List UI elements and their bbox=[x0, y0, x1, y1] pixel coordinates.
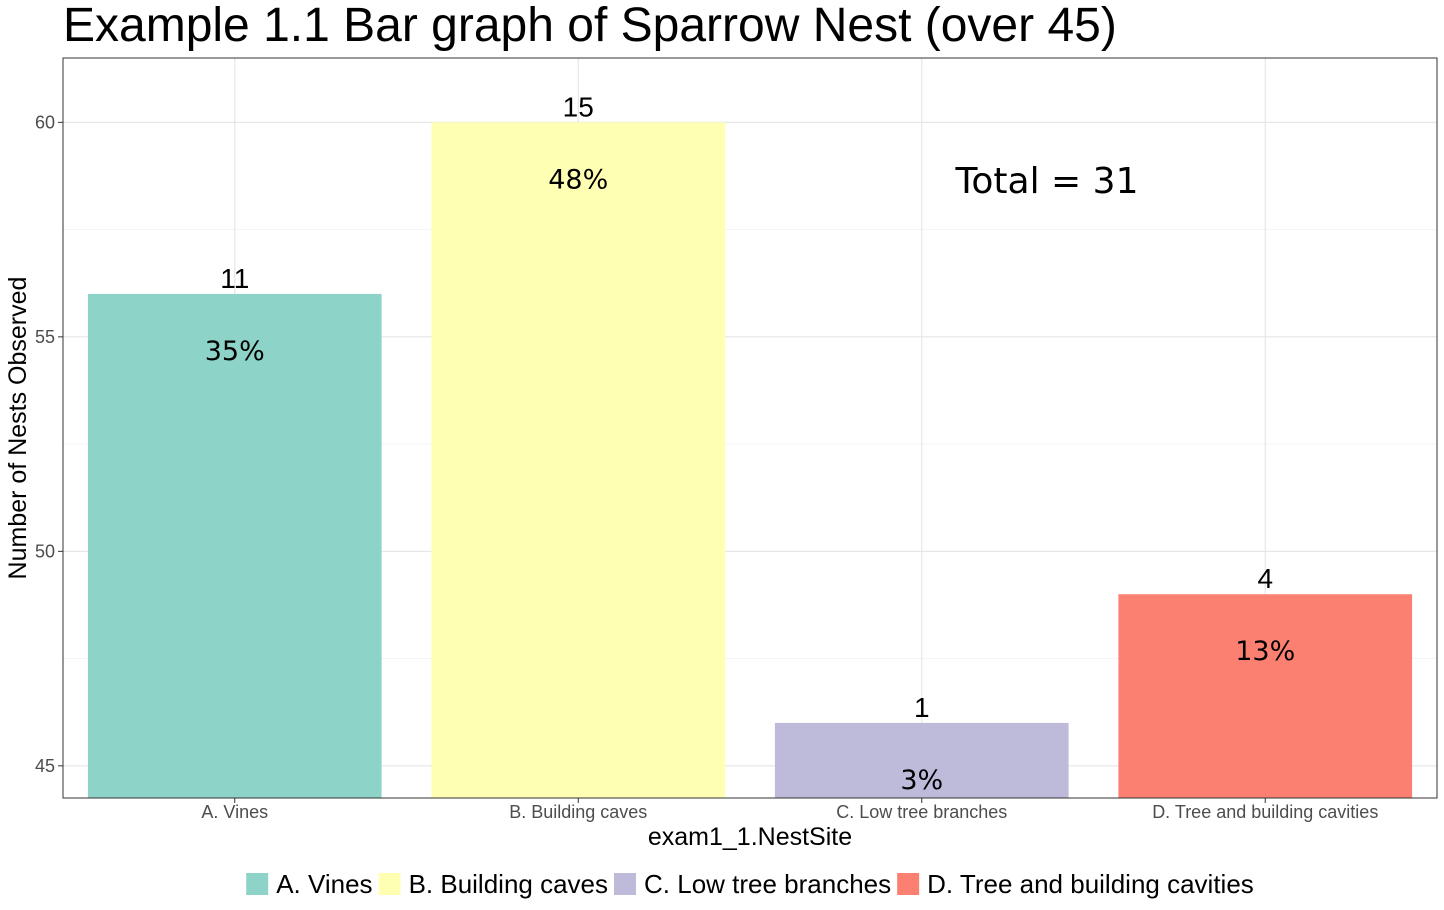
bars bbox=[87, 122, 1413, 798]
bar-percent-label: 3% bbox=[900, 765, 943, 796]
y-axis: 45 50 55 60 bbox=[35, 112, 63, 776]
y-tick-label: 55 bbox=[35, 327, 55, 347]
x-tick-label: B. Building caves bbox=[509, 802, 647, 822]
plot-panel-border bbox=[62, 57, 1438, 799]
bar bbox=[87, 293, 382, 798]
bar-count-label: 1 bbox=[914, 692, 930, 723]
legend-label: B. Building caves bbox=[409, 869, 608, 899]
chart-title: Example 1.1 Bar graph of Sparrow Nest (o… bbox=[63, 0, 1117, 52]
bar-percent-label: 13% bbox=[1235, 636, 1295, 667]
y-tick-label: 50 bbox=[35, 541, 55, 561]
x-axis-title: exam1_1.NestSite bbox=[648, 823, 852, 851]
y-axis-title: Number of Nests Observed bbox=[4, 277, 32, 580]
legend-label: A. Vines bbox=[276, 869, 372, 899]
legend: A. Vines B. Building caves C. Low tree bra… bbox=[246, 869, 1254, 899]
legend-swatch bbox=[378, 873, 401, 895]
bar-count-label: 15 bbox=[563, 91, 594, 122]
legend-swatch bbox=[246, 873, 269, 895]
legend-swatch bbox=[897, 873, 920, 895]
x-tick-label: C. Low tree branches bbox=[836, 802, 1007, 822]
bar bbox=[774, 722, 1069, 798]
bar-count-label: 11 bbox=[220, 263, 249, 294]
x-axis: A. Vines B. Building caves C. Low tree bra… bbox=[201, 798, 1378, 822]
bar-percent-label: 35% bbox=[205, 336, 265, 367]
x-tick-label: A. Vines bbox=[201, 802, 268, 822]
legend-label: C. Low tree branches bbox=[644, 869, 891, 899]
y-tick-label: 45 bbox=[35, 756, 55, 776]
bar bbox=[1118, 594, 1413, 798]
y-tick-label: 60 bbox=[35, 112, 55, 132]
total-annotation: Total = 31 bbox=[955, 161, 1139, 202]
x-tick-label: D. Tree and building cavities bbox=[1152, 802, 1378, 822]
bar-count-label: 4 bbox=[1257, 563, 1273, 594]
legend-label: D. Tree and building cavities bbox=[927, 869, 1254, 899]
bar bbox=[431, 122, 726, 798]
bar-percent-label: 48% bbox=[548, 164, 608, 195]
legend-swatch bbox=[614, 873, 637, 895]
